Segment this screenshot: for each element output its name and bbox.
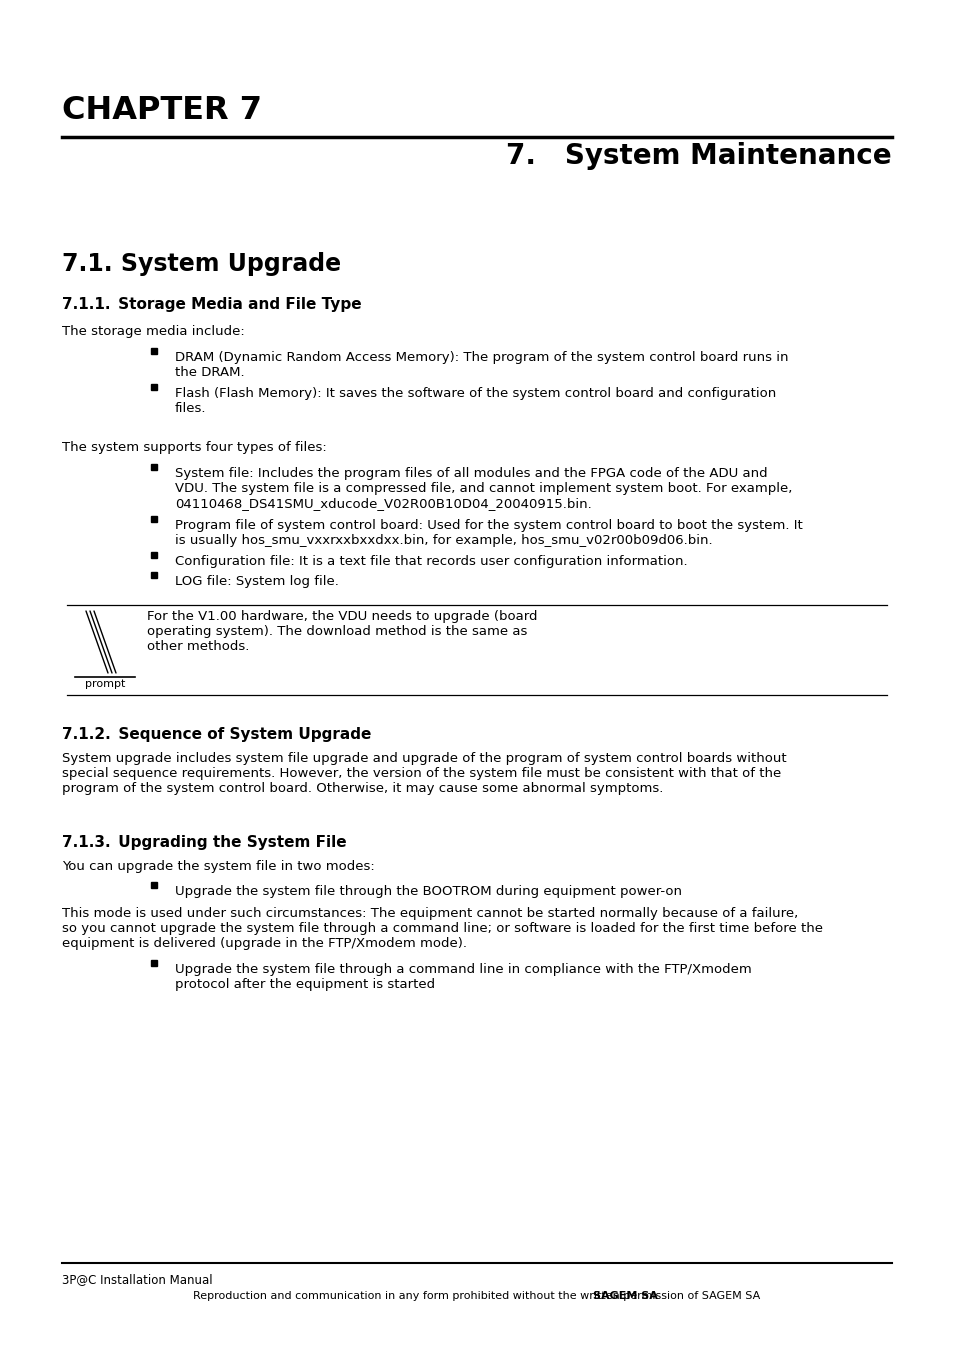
Text: System upgrade includes system file upgrade and upgrade of the program of system: System upgrade includes system file upgr… (62, 753, 786, 794)
Text: Upgrade the system file through a command line in compliance with the FTP/Xmodem: Upgrade the system file through a comman… (174, 963, 751, 992)
Text: This mode is used under such circumstances: The equipment cannot be started norm: This mode is used under such circumstanc… (62, 907, 822, 950)
Bar (151, 463, 157, 470)
Text: CHAPTER 7: CHAPTER 7 (62, 95, 262, 126)
Text: The storage media include:: The storage media include: (62, 326, 245, 338)
Text: LOG file: System log file.: LOG file: System log file. (174, 576, 338, 588)
Bar (151, 961, 157, 966)
Text: 7.1. System Upgrade: 7.1. System Upgrade (62, 253, 341, 276)
Bar (151, 384, 157, 390)
Text: For the V1.00 hardware, the VDU needs to upgrade (board
operating system). The d: For the V1.00 hardware, the VDU needs to… (147, 611, 537, 653)
Text: DRAM (Dynamic Random Access Memory): The program of the system control board run: DRAM (Dynamic Random Access Memory): The… (174, 351, 788, 380)
Text: 7.1.3. Upgrading the System File: 7.1.3. Upgrading the System File (62, 835, 346, 850)
Text: Upgrade the system file through the BOOTROM during equipment power-on: Upgrade the system file through the BOOT… (174, 885, 681, 898)
Bar (151, 553, 157, 558)
Text: Program file of system control board: Used for the system control board to boot : Program file of system control board: Us… (174, 519, 801, 547)
Bar (151, 571, 157, 578)
Text: You can upgrade the system file in two modes:: You can upgrade the system file in two m… (62, 861, 375, 873)
Text: 7.1.1. Storage Media and File Type: 7.1.1. Storage Media and File Type (62, 297, 361, 312)
Text: 7.1.2. Sequence of System Upgrade: 7.1.2. Sequence of System Upgrade (62, 727, 371, 742)
Text: Configuration file: It is a text file that records user configuration informatio: Configuration file: It is a text file th… (174, 555, 687, 567)
Bar (151, 516, 157, 521)
Bar (151, 349, 157, 354)
Text: 3P@C Installation Manual: 3P@C Installation Manual (62, 1273, 213, 1286)
Text: 7.   System Maintenance: 7. System Maintenance (506, 142, 891, 170)
Text: SAGEM SA: SAGEM SA (592, 1292, 657, 1301)
Text: Flash (Flash Memory): It saves the software of the system control board and conf: Flash (Flash Memory): It saves the softw… (174, 386, 776, 415)
Text: Reproduction and communication in any form prohibited without the written permis: Reproduction and communication in any fo… (193, 1292, 760, 1301)
Text: prompt: prompt (85, 680, 125, 689)
Text: The system supports four types of files:: The system supports four types of files: (62, 440, 327, 454)
Text: System file: Includes the program files of all modules and the FPGA code of the : System file: Includes the program files … (174, 467, 792, 509)
Bar (151, 882, 157, 888)
